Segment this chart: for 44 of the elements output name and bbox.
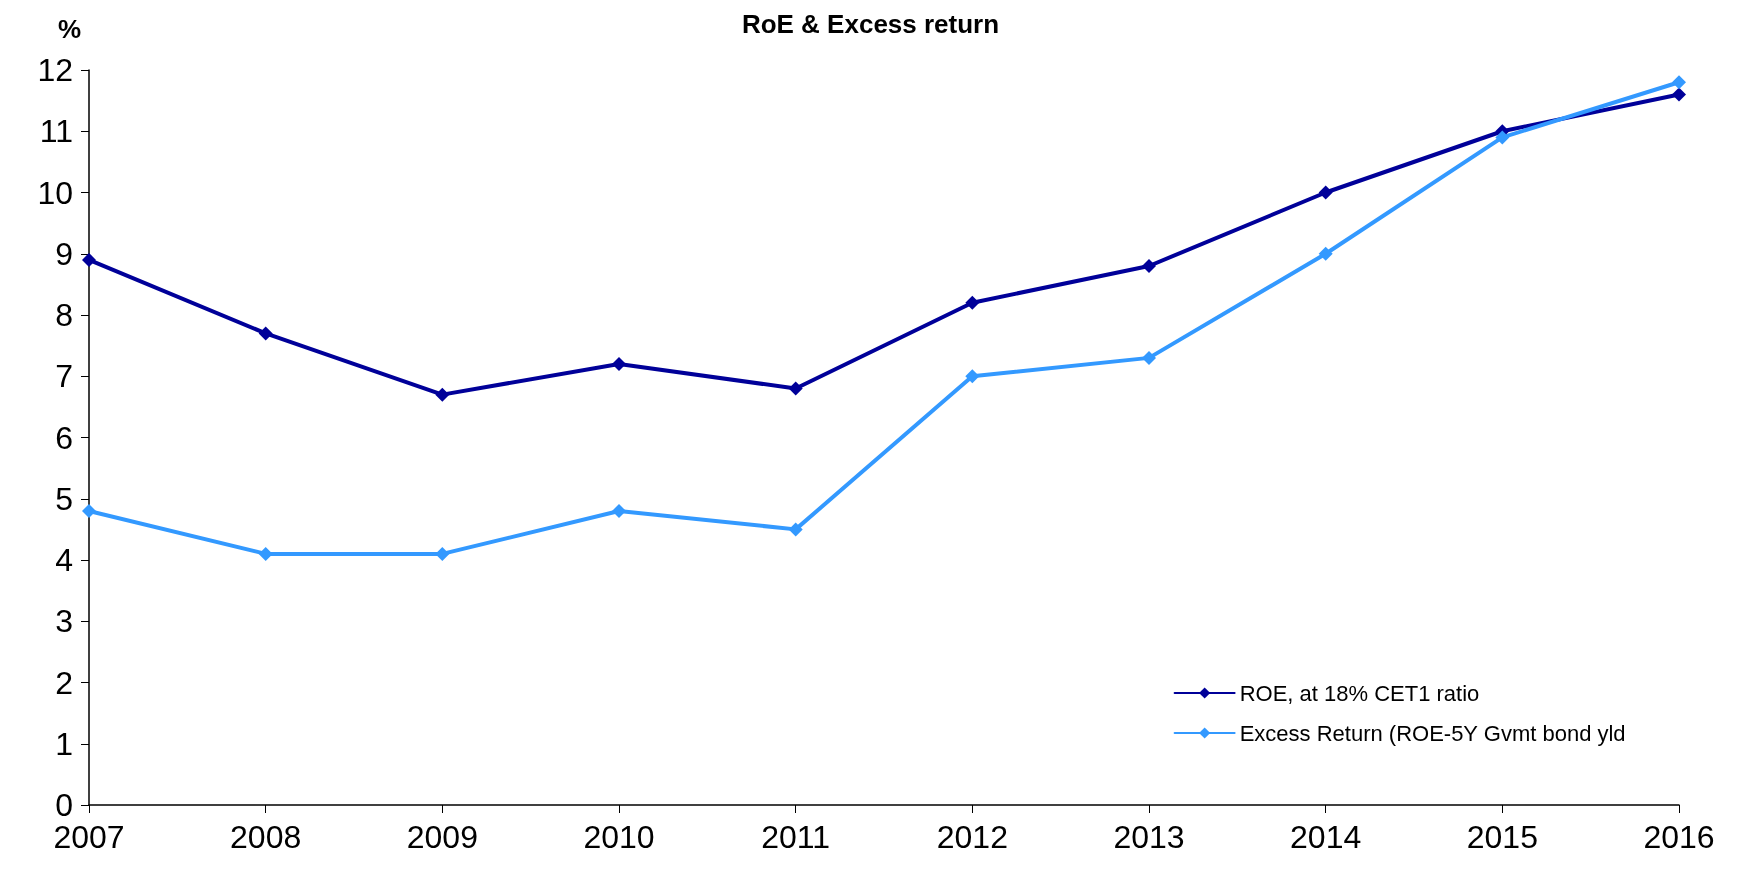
point <box>1672 87 1686 102</box>
point <box>435 546 450 561</box>
point <box>788 522 803 537</box>
y-tick-label: 2 <box>55 664 73 701</box>
point <box>1318 185 1333 200</box>
y-tick-label: 11 <box>39 113 73 150</box>
y-tick-label: 6 <box>55 419 73 456</box>
point <box>788 381 803 396</box>
point <box>1318 246 1333 261</box>
y-axis-title: % <box>57 14 81 44</box>
x-tick-label: 2010 <box>583 819 655 855</box>
x-tick-label: 2011 <box>761 819 831 855</box>
y-tick-label: 9 <box>55 235 73 272</box>
point <box>82 252 96 267</box>
point <box>435 387 450 402</box>
y-tick-label: 4 <box>55 542 73 578</box>
x-tick-label: 2009 <box>406 819 478 855</box>
point <box>258 326 273 341</box>
point <box>612 504 626 518</box>
point <box>258 546 273 561</box>
y-tick-label: 3 <box>55 603 73 640</box>
x-tick-label: 2014 <box>1290 819 1362 855</box>
point <box>1142 350 1156 365</box>
x-tick-label: 2015 <box>1466 819 1538 855</box>
point <box>1672 75 1686 90</box>
point <box>965 369 980 384</box>
x-tick-label: 2013 <box>1113 819 1185 855</box>
x-tick-label: 2012 <box>936 819 1008 855</box>
legend-label: Excess Return (ROE-5Y Gvmt bond yld <box>1239 720 1626 746</box>
point <box>1495 130 1510 145</box>
x-tick-label: 2016 <box>1643 819 1715 855</box>
y-tick-label: 1 <box>55 725 73 762</box>
point <box>965 295 980 310</box>
y-tick-label: 10 <box>37 174 73 211</box>
y-tick-label: 12 <box>37 52 73 88</box>
y-tick-label: 5 <box>55 480 73 517</box>
y-tick-label: 8 <box>55 297 73 333</box>
x-tick-label: 2008 <box>230 819 302 855</box>
point <box>1142 259 1156 273</box>
chart-title: RoE & Excess return <box>741 9 1000 39</box>
point <box>82 504 96 518</box>
y-tick-label: 7 <box>55 358 73 395</box>
legend-label: ROE, at 18% CET1 ratio <box>1239 680 1480 706</box>
point <box>612 357 626 371</box>
